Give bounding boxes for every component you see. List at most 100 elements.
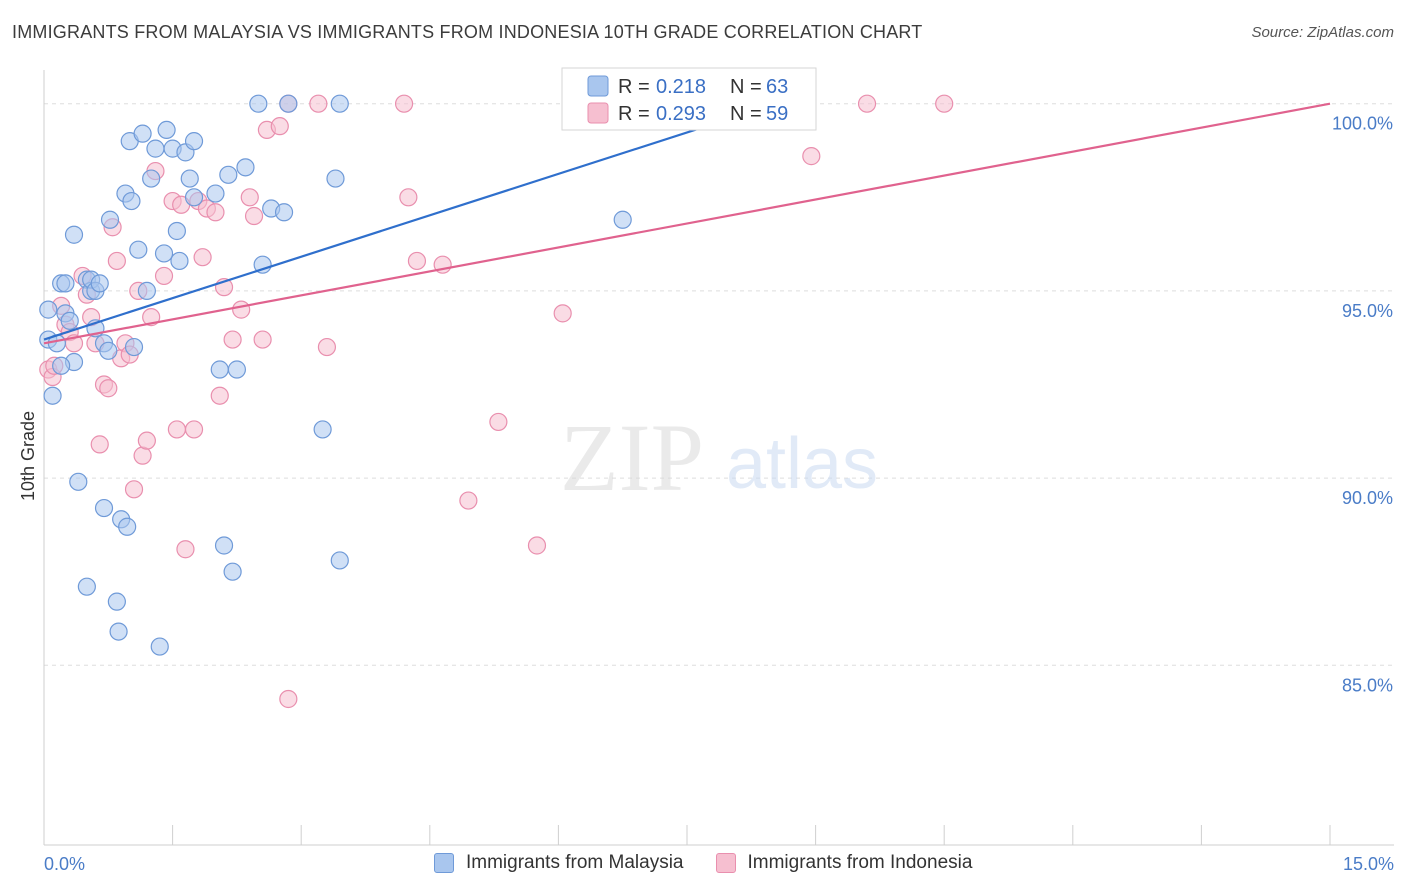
- legend-swatch-malaysia: [587, 75, 609, 97]
- malaysia-point: [90, 274, 109, 293]
- indonesia-point: [527, 536, 547, 555]
- watermark: ZIP atlas: [560, 404, 878, 511]
- indonesia-point: [142, 308, 161, 327]
- indonesia-point: [309, 94, 328, 113]
- malaysia-point: [94, 498, 114, 518]
- x-axis-ticks: [43, 825, 1331, 845]
- y-tick-label-100: 100.0%: [1332, 114, 1393, 134]
- malaysia-point: [142, 169, 161, 188]
- malaysia-point: [122, 191, 141, 211]
- indonesia-point: [232, 300, 251, 319]
- malaysia-point: [118, 517, 137, 536]
- malaysia-point: [206, 184, 225, 203]
- legend-swatch-indonesia: [587, 102, 609, 124]
- malaysia-point: [146, 139, 165, 158]
- legend-n-value-indonesia: 59: [766, 103, 788, 125]
- x-tick-label-max: 15.0%: [1343, 854, 1394, 874]
- malaysia-point: [180, 169, 199, 188]
- malaysia-point: [60, 311, 79, 330]
- source-label: Source: ZipAtlas.com: [1251, 24, 1394, 41]
- indonesia-point: [124, 480, 144, 499]
- bottom-legend-item-indonesia: Immigrants from Indonesia: [715, 852, 973, 874]
- malaysia-point: [184, 132, 204, 151]
- malaysia-point: [150, 637, 169, 656]
- chart-title: IMMIGRANTS FROM MALAYSIA VS IMMIGRANTS F…: [12, 22, 923, 42]
- malaysia-point: [184, 188, 204, 207]
- indonesia-point: [270, 117, 289, 136]
- indonesia-point: [223, 330, 242, 349]
- indonesia-point: [394, 94, 414, 113]
- malaysia-point: [107, 592, 126, 611]
- y-axis-tick-labels: 85.0% 90.0% 95.0% 100.0%: [1332, 114, 1393, 696]
- indonesia-point: [317, 337, 337, 357]
- malaysia-point: [613, 210, 632, 229]
- malaysia-point: [99, 341, 118, 360]
- malaysia-point: [157, 120, 176, 140]
- malaysia-trend-line: [43, 117, 731, 341]
- legend-r-value-malaysia: 0.218: [656, 76, 706, 98]
- indonesia-point: [802, 147, 821, 166]
- malaysia-point: [100, 210, 120, 229]
- malaysia-point: [39, 300, 58, 319]
- bottom-legend-item-malaysia: Immigrants from Malaysia: [434, 852, 684, 874]
- legend-r-label-indonesia: R =: [618, 103, 650, 125]
- malaysia-point: [219, 165, 238, 184]
- indonesia-point: [193, 248, 212, 267]
- indonesia-point: [184, 420, 204, 439]
- malaysia-point: [64, 225, 84, 244]
- malaysia-point: [52, 356, 71, 375]
- malaysia-point: [43, 386, 62, 405]
- series-indonesia-points: [39, 94, 954, 709]
- malaysia-point: [69, 472, 88, 491]
- legend-n-label-indonesia: N =: [730, 103, 762, 125]
- indonesia-point: [133, 446, 152, 465]
- legend-n-label-malaysia: N =: [730, 76, 762, 98]
- indonesia-point: [279, 689, 298, 709]
- bottom-legend-swatch-indonesia: [715, 853, 736, 873]
- x-tick-label-min: 0.0%: [44, 854, 85, 874]
- bottom-legend: Immigrants from Malaysia Immigrants from…: [434, 852, 1004, 874]
- malaysia-point: [330, 94, 349, 113]
- malaysia-point: [109, 622, 128, 641]
- indonesia-point: [154, 266, 174, 286]
- malaysia-point: [129, 240, 148, 259]
- indonesia-point: [137, 431, 156, 450]
- y-tick-label-95: 95.0%: [1342, 301, 1393, 321]
- malaysia-point: [223, 562, 242, 581]
- malaysia-point: [249, 94, 268, 113]
- indonesia-point: [857, 94, 877, 113]
- gridlines: [44, 103, 1394, 666]
- axes: [43, 70, 1394, 846]
- indonesia-point: [90, 435, 109, 454]
- indonesia-point: [489, 412, 508, 432]
- malaysia-point: [227, 360, 246, 379]
- indonesia-point: [553, 304, 572, 323]
- malaysia-point: [274, 203, 294, 222]
- indonesia-point: [210, 386, 229, 405]
- bottom-legend-swatch-malaysia: [434, 853, 454, 873]
- bottom-legend-label-malaysia: Immigrants from Malaysia: [466, 852, 684, 873]
- indonesia-point: [107, 251, 126, 271]
- stats-legend: R = 0.218 N = 63 R = 0.293 N = 59: [561, 67, 817, 131]
- indonesia-point: [206, 203, 225, 222]
- bottom-legend-label-indonesia: Immigrants from Indonesia: [747, 852, 973, 873]
- y-tick-label-85: 85.0%: [1342, 675, 1393, 695]
- y-tick-label-90: 90.0%: [1342, 488, 1393, 508]
- legend-r-value-indonesia: 0.293: [656, 103, 706, 125]
- y-axis-label: 10th Grade: [18, 411, 38, 501]
- trend-lines: [43, 102, 1331, 345]
- malaysia-point: [167, 221, 186, 241]
- malaysia-point: [137, 281, 156, 300]
- indonesia-point: [407, 251, 427, 271]
- indonesia-point: [99, 379, 118, 398]
- indonesia-point: [167, 420, 186, 439]
- indonesia-point: [176, 540, 195, 559]
- malaysia-point: [210, 360, 229, 379]
- malaysia-point: [214, 536, 234, 555]
- malaysia-point: [77, 577, 96, 596]
- indonesia-point: [253, 330, 272, 349]
- indonesia-point: [244, 206, 264, 226]
- indonesia-trend-line: [43, 102, 1331, 345]
- malaysia-point: [56, 274, 75, 293]
